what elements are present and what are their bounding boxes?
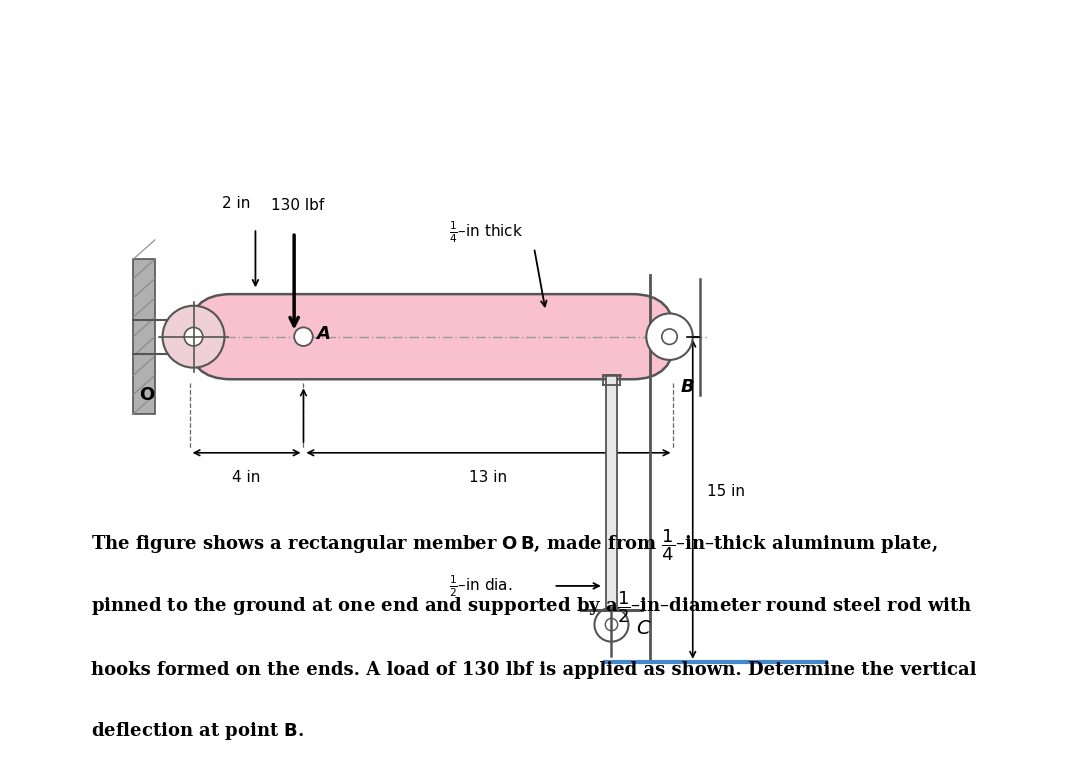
Text: 2 in: 2 in [221,196,251,211]
Text: 15 in: 15 in [706,484,745,499]
Bar [133,259,154,414]
Circle shape [646,313,692,360]
Circle shape [594,608,629,642]
Text: $\frac{1}{4}$–in thick: $\frac{1}{4}$–in thick [449,219,523,245]
Text: $\frac{1}{2}$–in dia.: $\frac{1}{2}$–in dia. [449,573,513,599]
Text: B: B [680,378,694,396]
Text: hooks formed on the ends. A load of 130 lbf is applied as shown. Determine the v: hooks formed on the ends. A load of 130 … [92,660,976,679]
Circle shape [662,329,677,344]
Bar [606,375,617,611]
Text: 130 lbf: 130 lbf [271,198,325,213]
Text: C: C [636,619,650,638]
Circle shape [294,327,313,346]
Text: pinned to the ground at one end and supported by a$\dfrac{1}{2}$–in–diameter rou: pinned to the ground at one end and supp… [92,590,973,625]
Circle shape [163,306,225,368]
Text: deflection at point $\mathbf{B}$.: deflection at point $\mathbf{B}$. [92,721,305,742]
FancyBboxPatch shape [188,294,675,379]
Text: The figure shows a rectangular member $\mathbf{O}\,\mathbf{B}$, made from $\dfra: The figure shows a rectangular member $\… [92,528,939,563]
Text: A: A [315,325,329,344]
Text: 13 in: 13 in [470,470,508,485]
Text: 4 in: 4 in [232,470,260,485]
Text: O: O [139,385,154,404]
Circle shape [605,618,618,631]
Circle shape [185,327,203,346]
